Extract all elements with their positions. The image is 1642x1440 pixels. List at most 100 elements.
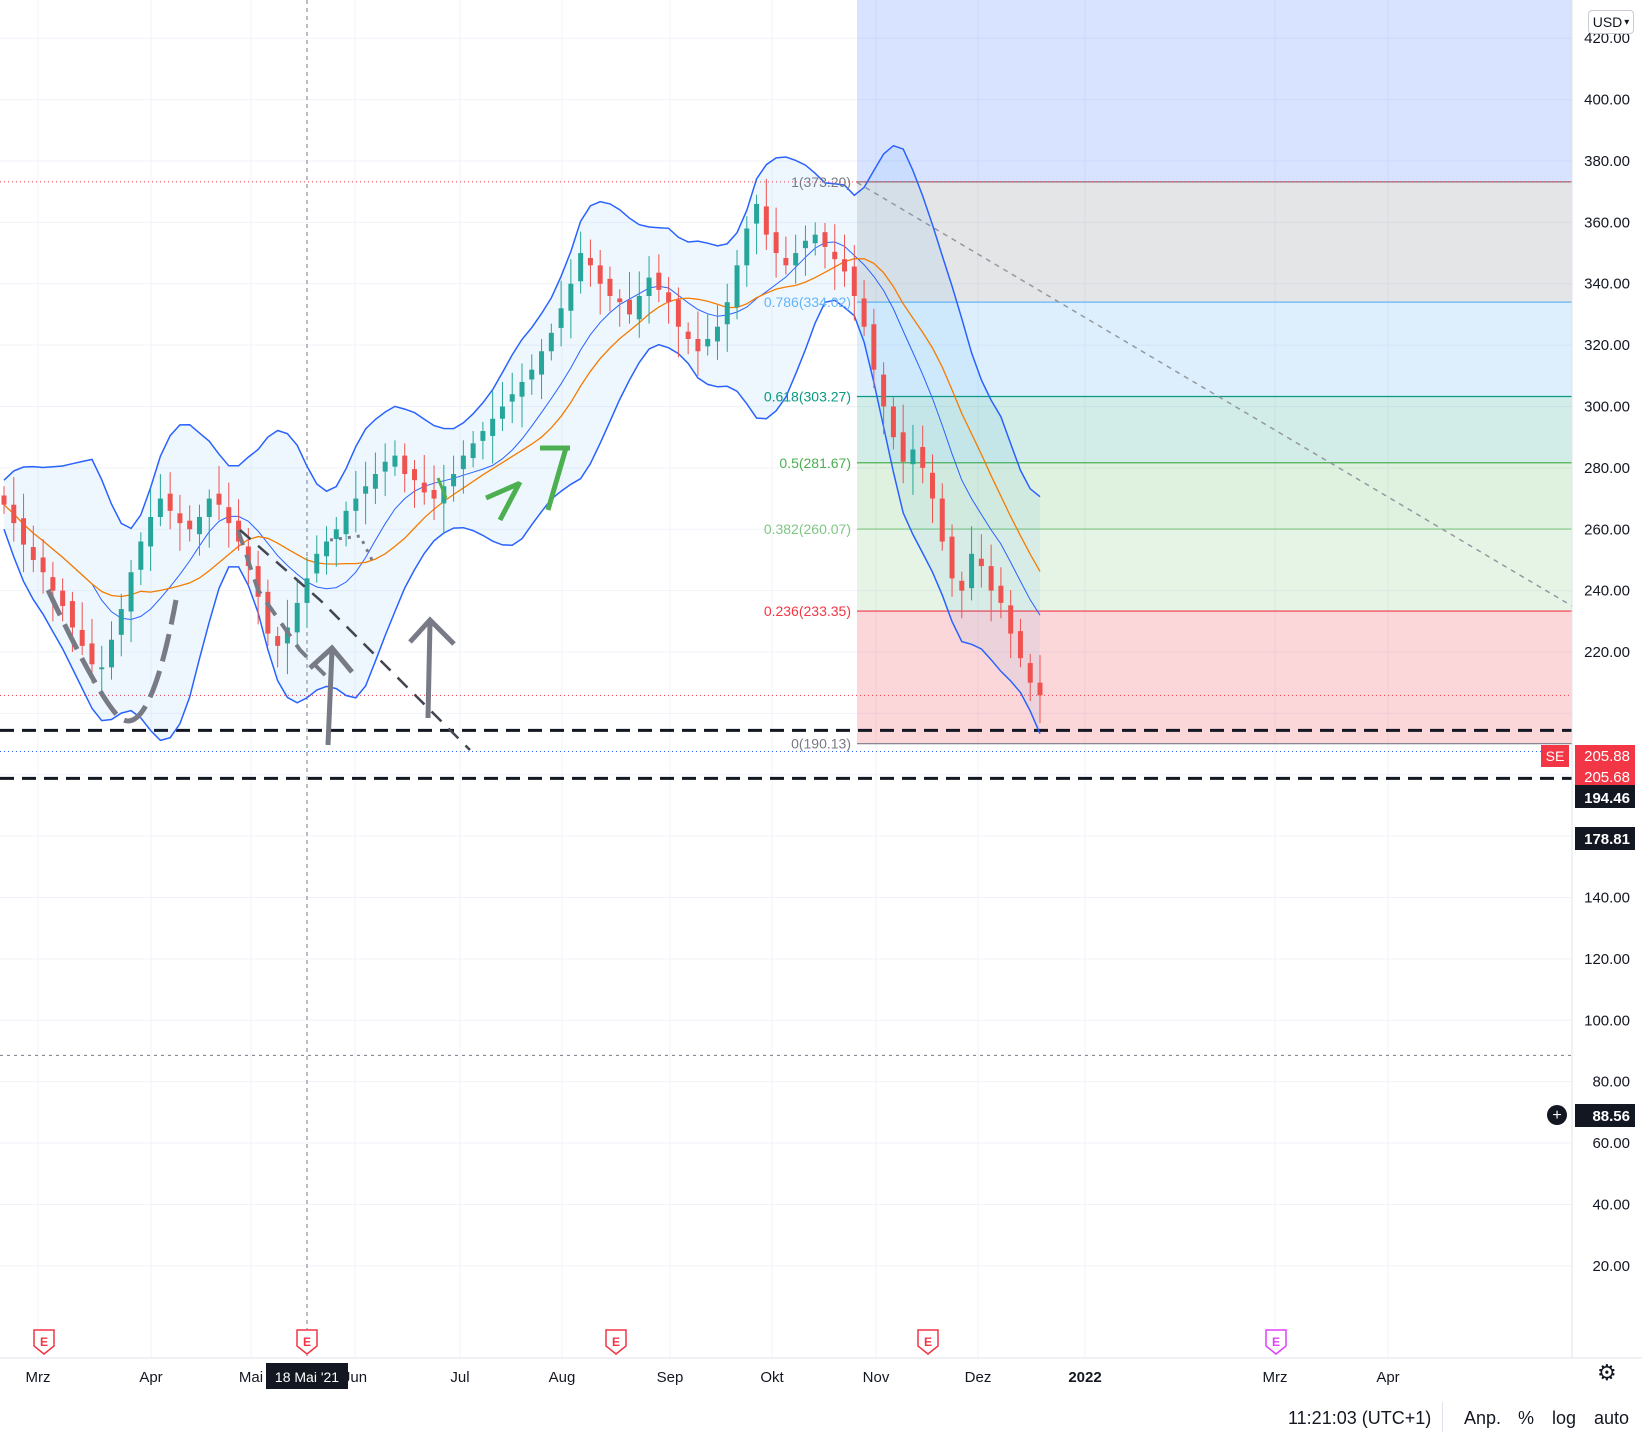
candle-body	[597, 265, 603, 284]
price-tick-label: 380.00	[1584, 153, 1630, 170]
time-tick-label: Apr	[139, 1369, 162, 1386]
candle-body	[705, 338, 711, 347]
candle-body	[138, 541, 144, 570]
settings-gear-icon[interactable]: ⚙	[1597, 1360, 1617, 1385]
horizontal-lines	[0, 0, 1573, 1358]
time-tick-label: Apr	[1376, 1369, 1399, 1386]
candle-body	[607, 278, 613, 297]
price-tick-label: 340.00	[1584, 276, 1630, 293]
time-tick-label: Nov	[863, 1369, 890, 1386]
candle-body	[30, 547, 36, 560]
candle-body	[822, 232, 828, 247]
candle-body	[744, 228, 750, 266]
candle-body	[294, 602, 300, 633]
green-pattern	[484, 445, 570, 522]
candle-body	[11, 504, 17, 524]
candle-body	[382, 461, 388, 472]
price-tick-label: 140.00	[1584, 890, 1630, 907]
candle-body	[568, 283, 574, 311]
earnings-marker-icon	[33, 1329, 55, 1355]
arrow-up	[408, 616, 456, 719]
fib-level-label: 0.5(281.67)	[779, 455, 851, 471]
candle-body	[529, 369, 535, 380]
fib-level-label: 1(373.20)	[791, 174, 851, 190]
candle-body	[353, 498, 359, 511]
candle-body	[851, 266, 857, 297]
candle-body	[196, 516, 202, 535]
pattern-curve	[45, 588, 179, 724]
currency-button[interactable]: USD ▾	[1588, 10, 1634, 34]
time-axis[interactable]: Mrz Apr Mai Jun Jul Aug Sep Okt Nov Dez 2022 Mrz Apr…	[26, 1363, 1400, 1389]
status-bar: 11:21:03 (UTC+1) Anp. % log auto	[0, 1394, 1642, 1440]
candle-body	[451, 474, 457, 487]
price-tick-label: 120.00	[1584, 951, 1630, 968]
candle-body	[617, 298, 623, 303]
bollinger-basis	[3, 241, 1041, 621]
price-tick-label: 260.00	[1584, 521, 1630, 538]
candle-body	[646, 277, 652, 297]
candle-body	[548, 332, 554, 352]
candle-body	[216, 493, 222, 505]
candle-body	[1037, 682, 1043, 696]
price-tick-label: 80.00	[1592, 1074, 1630, 1091]
arrow-up	[308, 644, 354, 746]
time-tick-label: Sep	[657, 1369, 684, 1386]
price-tick-label: 360.00	[1584, 214, 1630, 231]
price-axis[interactable]: 440.00420.00400.00380.00360.00340.00320.…	[1584, 0, 1630, 1275]
candle-body	[959, 580, 965, 591]
candle-body	[627, 299, 633, 315]
price-tick-label: 40.00	[1592, 1196, 1630, 1213]
candle-body	[666, 292, 672, 303]
candle-body	[304, 578, 310, 603]
candle-body	[539, 351, 545, 375]
candle-body	[890, 406, 896, 438]
candle-body	[783, 257, 789, 266]
status-divider	[1442, 1402, 1443, 1432]
clock-time: 11:21:03 (UTC+1)	[1288, 1408, 1432, 1428]
price-tick-label: 60.00	[1592, 1135, 1630, 1152]
line-price-label: 194.46	[1584, 790, 1630, 807]
earnings-marker-icon	[1265, 1329, 1287, 1355]
candle-body	[128, 572, 134, 612]
candle-body	[226, 507, 232, 524]
candle-body	[675, 299, 681, 327]
candle-body	[392, 455, 398, 467]
candle-body	[1027, 663, 1033, 683]
candle-body	[754, 203, 760, 224]
auto-button[interactable]: auto	[1594, 1408, 1630, 1428]
earnings-marker-label: E	[924, 1335, 932, 1349]
price-tags: SE 205.88 205.68 194.46 178.81 88.56 +	[1541, 745, 1635, 1127]
candle-body	[920, 447, 926, 468]
price-tick-label: 100.00	[1584, 1012, 1630, 1029]
candle-body	[79, 629, 85, 646]
candle-body	[685, 331, 691, 339]
percent-button[interactable]: %	[1518, 1408, 1535, 1428]
candle-body	[255, 566, 261, 597]
earnings-marker-label: E	[612, 1335, 620, 1349]
bollinger-upper	[3, 144, 1041, 530]
time-tick-label: Mrz	[1263, 1369, 1288, 1386]
dotted-pattern	[329, 534, 374, 561]
line-price-label: 178.81	[1584, 831, 1630, 848]
candle-body	[333, 529, 339, 540]
price-tick-label: 20.00	[1592, 1258, 1630, 1275]
last-price-tag	[1575, 745, 1635, 767]
time-tick-label: Aug	[549, 1369, 576, 1386]
candle-body	[910, 449, 916, 465]
earnings-marker-icon	[605, 1329, 627, 1355]
time-tick-label: Mrz	[26, 1369, 51, 1386]
candle-body	[470, 443, 476, 459]
candle-body	[50, 577, 56, 591]
candle-body	[636, 296, 642, 320]
fibonacci-zones	[857, 0, 1572, 745]
earnings-marker-icon	[917, 1329, 939, 1355]
earnings-marker-label: E	[40, 1335, 48, 1349]
adjust-button[interactable]: Anp.	[1464, 1408, 1502, 1428]
candle-body	[695, 338, 701, 352]
grid-lines	[0, 0, 1572, 1358]
candle-body	[177, 513, 183, 524]
log-button[interactable]: log	[1552, 1408, 1577, 1428]
fib-level-label: 0.618(303.27)	[764, 388, 851, 404]
